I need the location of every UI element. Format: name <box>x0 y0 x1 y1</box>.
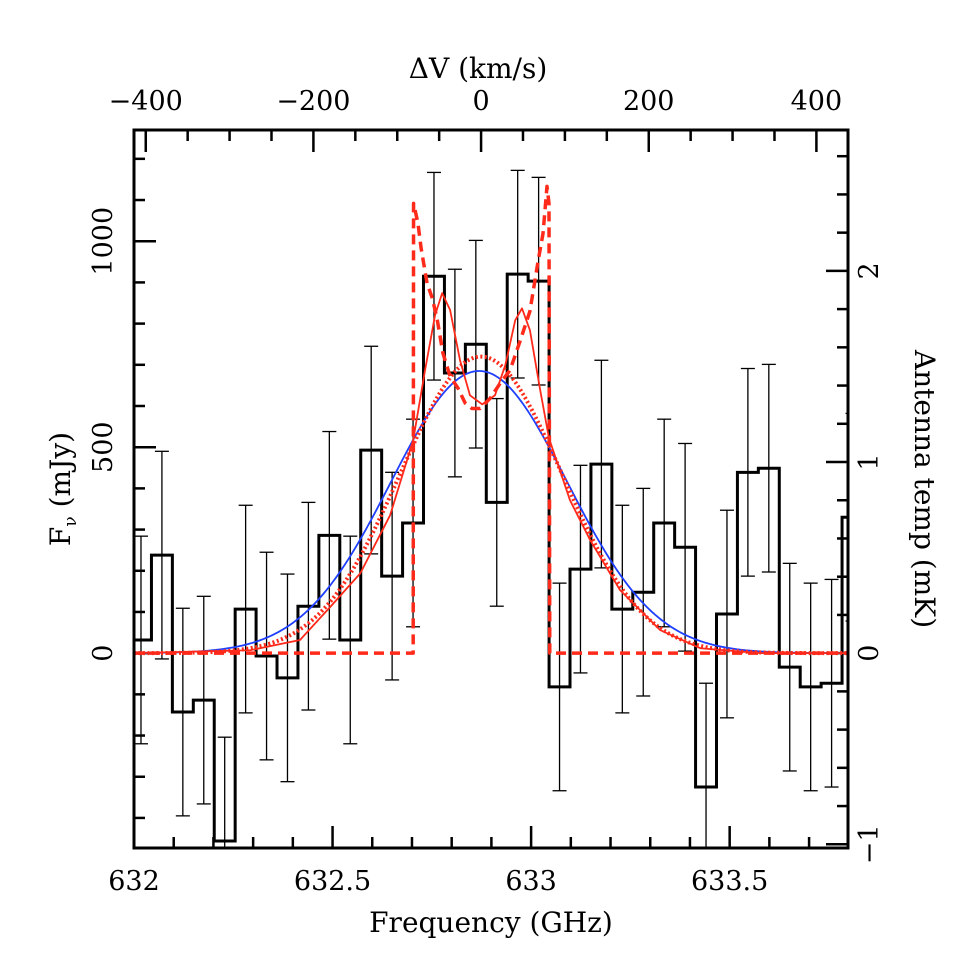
y-tick-label: 1000 <box>88 207 119 276</box>
y2-tick-label: 0 <box>854 645 885 662</box>
x-tick-label: 632 <box>108 866 160 897</box>
x2-tick-label: 0 <box>472 86 489 117</box>
y2-tick-label: 1 <box>854 453 885 470</box>
svg-text:Antenna temp (mK): Antenna temp (mK) <box>908 349 941 628</box>
x2-tick-label: 200 <box>623 86 675 117</box>
y-axis-title-symbol: F <box>44 527 77 546</box>
x-tick-label: 632.5 <box>294 866 371 897</box>
x-tick-label: 633 <box>505 866 557 897</box>
spectrum-histogram <box>134 272 848 843</box>
y2-tick-label: 2 <box>854 262 885 279</box>
plot-frame <box>132 128 850 850</box>
y-axis-title-unit: (mJy) <box>44 432 77 507</box>
x-axis-title: Frequency (GHz) <box>369 906 613 939</box>
y-axis-title: Fν (mJy) <box>44 432 81 546</box>
svg-text:Fν (mJy): Fν (mJy) <box>44 432 81 546</box>
axis-tick-labels: 632 632.5 633 633.5 0 500 1000 −400 −200 0 200 400 −… <box>88 86 885 897</box>
x2-tick-label: −400 <box>109 86 183 117</box>
x2-tick-label: 400 <box>791 86 843 117</box>
y2-tick-label: −1 <box>854 824 885 864</box>
x2-tick-label: −200 <box>276 86 350 117</box>
model-curve-solid-thin-0 <box>134 370 848 655</box>
axis-ticks <box>132 130 848 848</box>
x2-axis-title: ΔV (km/s) <box>409 52 548 85</box>
y2-axis-title: Antenna temp (mK) <box>908 349 941 628</box>
y-tick-label: 0 <box>88 645 119 662</box>
model-curve-dashed-3 <box>134 184 848 655</box>
x-tick-label: 633.5 <box>691 866 768 897</box>
y-axis-title-subscript: ν <box>61 516 81 526</box>
y-tick-label: 500 <box>88 421 119 473</box>
plot-area <box>134 169 848 848</box>
